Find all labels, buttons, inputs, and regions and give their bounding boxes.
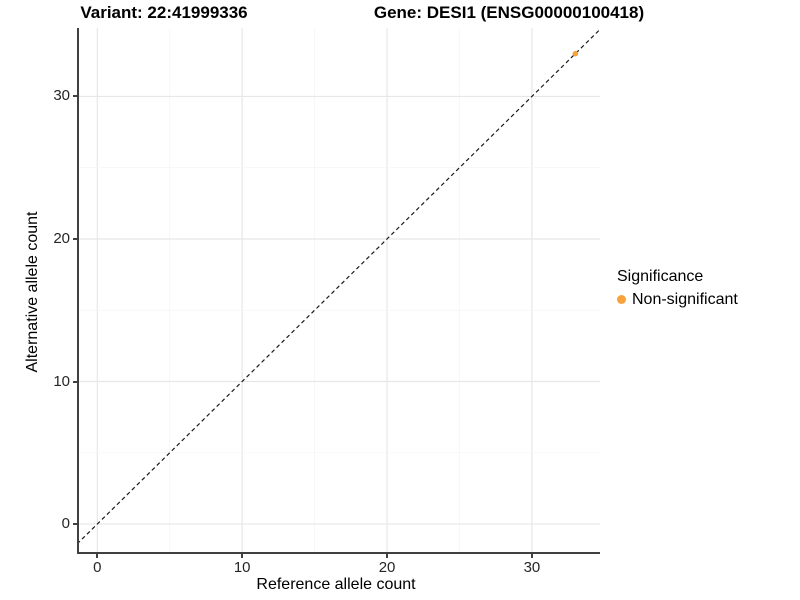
y-tick-mark: [73, 523, 77, 526]
y-tick-mark: [73, 237, 77, 240]
y-tick-label: 0: [61, 515, 70, 533]
legend-title: Significance: [617, 268, 704, 285]
x-tick-label: 10: [233, 559, 251, 576]
x-tick-mark: [386, 554, 389, 558]
x-tick-label: 20: [378, 559, 396, 576]
x-tick-label: 30: [523, 559, 541, 576]
y-tick-label: 10: [53, 372, 70, 390]
identity-line: [77, 28, 600, 545]
y-tick-mark: [73, 95, 77, 98]
y-tick-label: 20: [53, 229, 70, 247]
plot-title-variant: Variant: 22:41999336: [80, 3, 248, 22]
x-tick-label: 0: [93, 559, 102, 576]
data-point: [572, 50, 579, 57]
legend-point-icon: [617, 295, 626, 304]
x-tick-mark: [530, 554, 533, 558]
plot-panel: [77, 28, 600, 554]
y-tick-mark: [73, 380, 77, 383]
x-axis-title: Reference allele count: [256, 576, 416, 593]
legend-entry-label: Non-significant: [632, 291, 738, 308]
y-tick-label: 30: [53, 87, 70, 105]
plot-title-gene: Gene: DESI1 (ENSG00000100418): [373, 3, 645, 22]
plot-canvas: [77, 28, 600, 554]
x-tick-mark: [241, 554, 244, 558]
legend: Significance Non-significant: [617, 267, 738, 309]
x-tick-mark: [96, 554, 99, 558]
legend-entry: Non-significant: [617, 290, 738, 309]
